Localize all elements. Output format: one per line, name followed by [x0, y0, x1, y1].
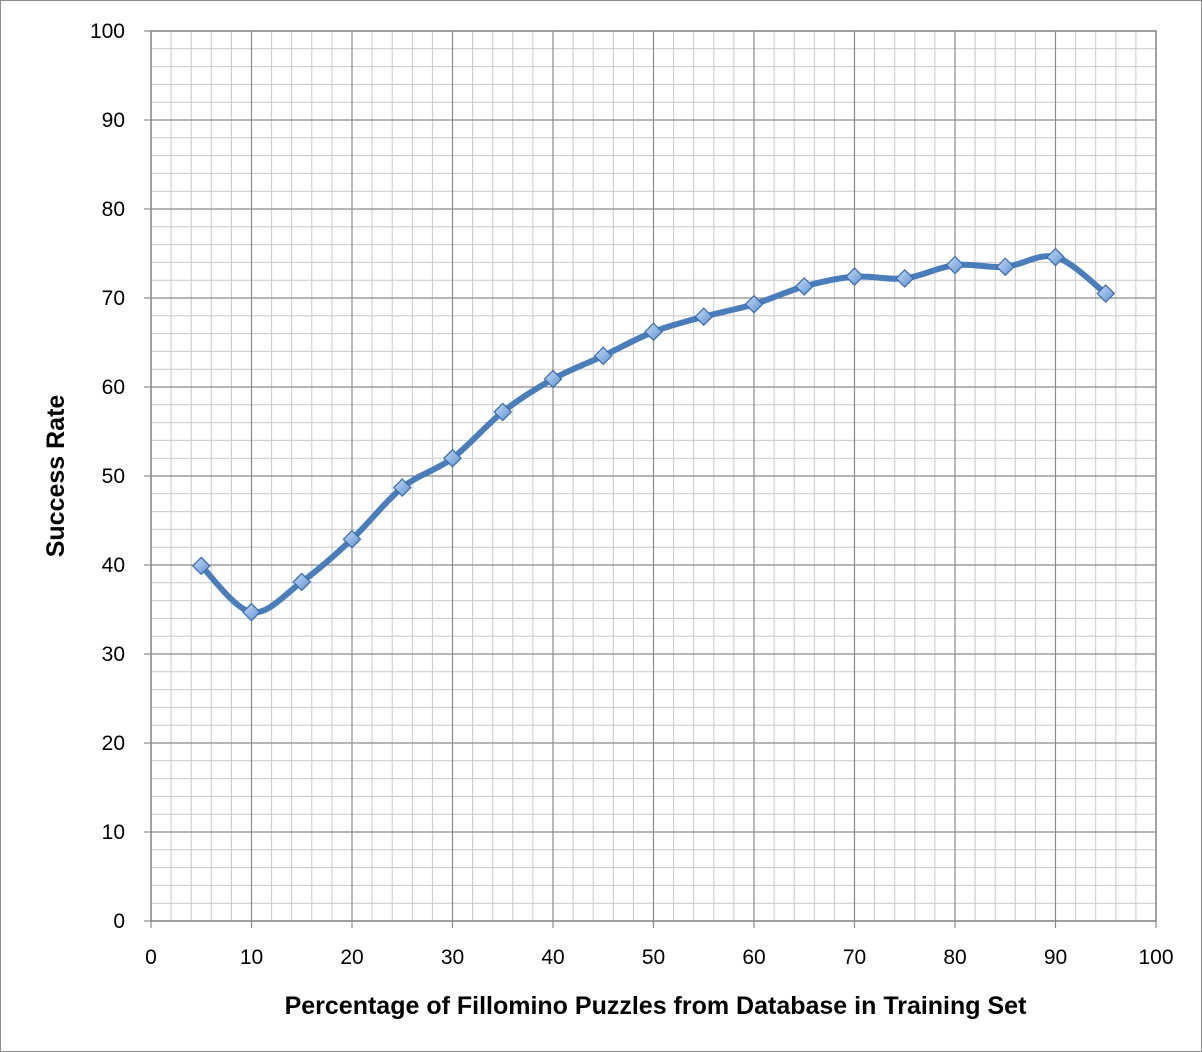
data-point-marker	[744, 294, 764, 314]
data-point-marker	[945, 255, 965, 275]
data-point-marker	[1046, 247, 1065, 267]
data-point-marker	[895, 269, 915, 288]
y-tick-label: 0	[113, 910, 125, 933]
y-tick-label: 10	[102, 821, 125, 844]
data-point-marker	[191, 556, 211, 576]
data-point-marker	[292, 572, 312, 592]
data-point-marker	[392, 478, 412, 497]
y-tick-label: 20	[102, 732, 125, 755]
data-point-marker	[443, 448, 462, 468]
marker-layer	[191, 247, 1116, 622]
y-axis-title: Success Rate	[42, 395, 70, 558]
data-point-marker	[593, 346, 613, 366]
data-point-marker	[493, 402, 513, 422]
data-point-marker	[995, 257, 1015, 277]
plot-area-border	[150, 30, 1157, 922]
x-tick-label: 50	[642, 946, 665, 969]
data-point-marker	[342, 529, 362, 549]
data-point-marker	[1096, 284, 1116, 303]
x-tick-label: 0	[145, 946, 157, 969]
x-tick-label: 10	[240, 946, 263, 969]
plot-area-outline	[150, 30, 1157, 922]
y-tick-label: 70	[102, 287, 125, 310]
y-tick-label: 80	[102, 198, 125, 221]
data-point-marker	[845, 267, 864, 287]
y-tick-label: 100	[90, 20, 125, 43]
x-axis-tick-labels: 0 10 20 30 40 50 60 70 80 90 100	[145, 946, 1173, 969]
data-point-marker	[242, 602, 261, 622]
x-tick-label: 100	[1138, 946, 1173, 969]
x-tick-label: 70	[843, 946, 866, 969]
y-tick-label: 40	[102, 554, 125, 577]
y-tick-label: 90	[102, 109, 125, 132]
major-gridlines	[144, 30, 1157, 928]
x-tick-label: 80	[943, 946, 966, 969]
x-tick-label: 90	[1044, 946, 1067, 969]
y-tick-label: 30	[102, 643, 125, 666]
data-point-marker	[543, 369, 563, 389]
data-point-marker	[644, 322, 663, 342]
x-tick-label: 30	[441, 946, 464, 969]
y-tick-label: 50	[102, 465, 125, 488]
x-tick-label: 20	[340, 946, 363, 969]
x-axis-title: Percentage of Fillomino Puzzles from Dat…	[285, 992, 1027, 1020]
x-tick-label: 40	[541, 946, 564, 969]
y-tick-label: 60	[102, 376, 125, 399]
x-tick-label: 60	[742, 946, 765, 969]
data-point-marker	[694, 307, 714, 327]
y-axis-tick-labels: 0 10 20 30 40 50 60 70 80 90 100	[90, 20, 125, 933]
data-point-marker	[794, 277, 814, 296]
